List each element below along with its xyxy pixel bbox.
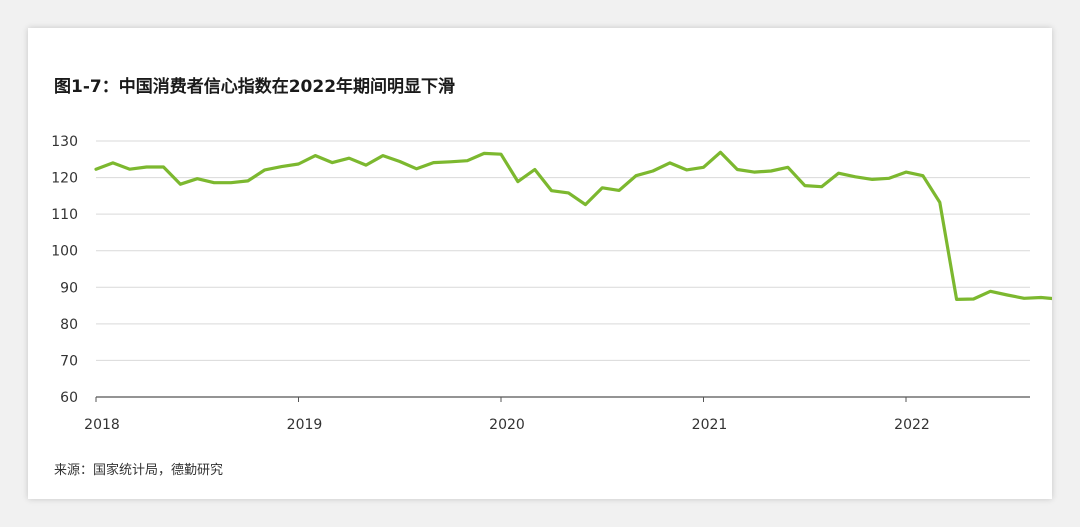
x-tick-label: 2018 [84,417,120,433]
line-chart: 130 120 110 100 90 80 70 60 2018 2019 2020 2021 2022 [51,134,1052,433]
y-tick-label: 70 [60,353,78,369]
x-tick-label: 2021 [692,417,728,433]
series-line [94,150,1052,301]
y-tick-label: 80 [60,317,78,333]
chart-card: 图1-7：中国消费者信心指数在2022年期间明显下滑 130 120 110 100 9… [28,28,1052,499]
y-tick-label: 60 [60,390,78,406]
chart-title: 图1-7：中国消费者信心指数在2022年期间明显下滑 [54,77,456,97]
y-tick-label: 130 [51,134,78,150]
y-tick-label: 90 [60,280,78,296]
source-note: 来源：国家统计局，德勤研究 [54,463,224,478]
x-tick-label: 2020 [489,417,525,433]
x-tick-label: 2022 [894,417,930,433]
y-tick-label: 100 [51,244,78,260]
y-tick-label: 110 [51,207,78,223]
x-tick-label: 2019 [287,417,323,433]
y-tick-label: 120 [51,171,78,187]
